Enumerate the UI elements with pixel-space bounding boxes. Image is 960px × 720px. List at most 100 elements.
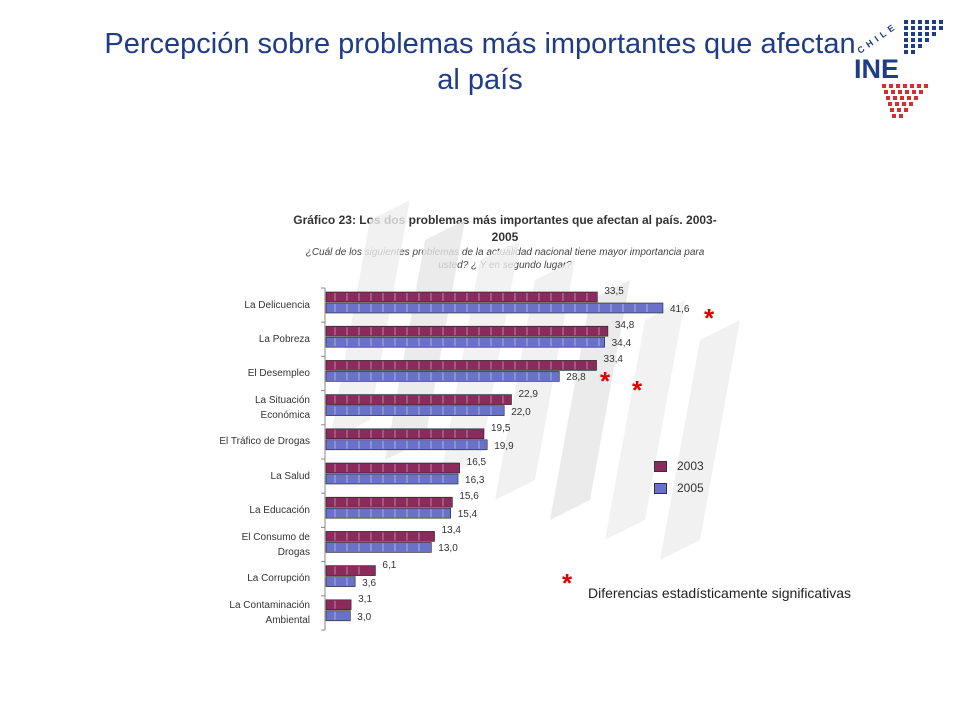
logo-dot [904, 50, 908, 54]
category-label: La Pobreza [160, 332, 310, 347]
logo-dot [911, 20, 915, 24]
logo-dot [903, 84, 907, 88]
logo-dot [910, 84, 914, 88]
logo-dot [918, 38, 922, 42]
logo-dot [911, 26, 915, 30]
value-label-2003: 34,8 [614, 320, 635, 332]
value-label-2005: 28,8 [566, 372, 586, 384]
logo-dot [904, 20, 908, 24]
logo-dot [939, 26, 943, 30]
logo-dot [914, 96, 918, 100]
category-label-line: La Delicuencia [244, 299, 310, 311]
bar-2003 [325, 462, 460, 474]
logo-dot [917, 84, 921, 88]
bar-2003 [325, 496, 453, 508]
category-label: La Corrupción [160, 571, 310, 586]
logo-dot [918, 26, 922, 30]
logo-dot [907, 96, 911, 100]
legend-swatch-2005 [654, 483, 667, 495]
significance-star-desempleo-a: * [600, 366, 611, 396]
logo-dot [925, 32, 929, 36]
category-label-line: La Corrupción [247, 573, 310, 585]
logo-dot [912, 90, 916, 94]
bar-2003 [325, 599, 352, 611]
value-label-2003: 6,1 [382, 559, 397, 571]
logo-dot [911, 44, 915, 48]
logo-dot [904, 32, 908, 36]
value-label-2005: 22,0 [511, 406, 531, 418]
category-label-line: La Pobreza [258, 333, 310, 345]
logo-dot [902, 102, 906, 106]
bar-2005 [325, 405, 505, 416]
value-label-2003: 15,6 [459, 491, 479, 503]
slide-title: Percepción sobre problemas más important… [104, 28, 856, 96]
logo-dot [897, 108, 901, 112]
category-label: La Salud [160, 469, 310, 484]
logo-dot [905, 90, 909, 94]
value-label-2005: 41,6 [669, 304, 690, 315]
watermark-stripe [550, 280, 630, 520]
logo-dot [925, 38, 929, 42]
value-label-2003: 22,9 [518, 388, 538, 400]
bar-2005 [325, 576, 356, 587]
logo-dot-pattern [882, 20, 943, 118]
bar-2005 [325, 439, 488, 451]
value-label-2003: 16,5 [466, 457, 487, 468]
logo-dot [904, 26, 908, 30]
significance-star-desempleo-b: * [632, 375, 643, 405]
category-label-line: Económica [260, 409, 310, 421]
legend-item-2005: 2005 [654, 481, 704, 495]
logo-dot [909, 102, 913, 106]
value-label-2003: 33,5 [604, 286, 624, 297]
category-label: La Educación [160, 503, 310, 518]
logo-dot [911, 32, 915, 36]
logo-dot [918, 44, 922, 48]
category-label-line: La Situación [254, 394, 310, 406]
logo-dot [888, 102, 892, 106]
logo-dot [911, 50, 915, 54]
legend-item-2003: 2003 [654, 459, 704, 473]
legend-label-2005: 2005 [677, 481, 704, 495]
value-label-2005: 3,6 [362, 577, 377, 589]
bar-2003 [325, 428, 485, 440]
significance-note: Diferencias estadísticamente significati… [588, 585, 852, 601]
value-label-2005: 3,0 [357, 611, 372, 623]
logo-dot [925, 26, 929, 30]
value-label-2005: 34,4 [611, 338, 632, 350]
bar-2003 [325, 360, 597, 371]
category-label-line: El Desempleo [247, 368, 310, 379]
bar-2003 [325, 565, 376, 576]
logo-dot [924, 84, 928, 88]
legend-swatch-2003 [654, 461, 667, 473]
category-label: El Tráfico de Drogas [160, 434, 310, 449]
value-label-2003: 33,4 [603, 354, 623, 366]
logo-dot [925, 20, 929, 24]
category-axis [321, 287, 326, 631]
category-label-line: Drogas [277, 546, 310, 558]
logo-dot [884, 90, 888, 94]
bar-2005 [325, 542, 432, 553]
category-label-line: El Consumo de [241, 531, 310, 543]
value-label-2005: 13,0 [438, 543, 458, 555]
watermark-stripe [660, 320, 740, 560]
bar-2003 [325, 531, 435, 542]
logo-dot [886, 96, 890, 100]
logo-dot [891, 90, 895, 94]
logo-dot [918, 32, 922, 36]
value-label-2003: 19,5 [490, 422, 511, 434]
bar-2005 [325, 473, 459, 485]
bar-2003 [325, 291, 598, 303]
value-label-2005: 15,4 [457, 509, 478, 521]
category-label-line: El Tráfico de Drogas [219, 436, 310, 448]
logo-dot [932, 20, 936, 24]
logo-acronym-text: INE [854, 54, 899, 84]
logo-dot [895, 102, 899, 106]
category-label-line: La Salud [270, 470, 310, 482]
category-label: El Desempleo [160, 366, 310, 381]
significance-star-note: * [562, 568, 573, 598]
legend-label-2003: 2003 [677, 459, 704, 473]
bars-group [325, 291, 664, 622]
watermark-stripe [605, 300, 685, 540]
logo-dot [898, 90, 902, 94]
